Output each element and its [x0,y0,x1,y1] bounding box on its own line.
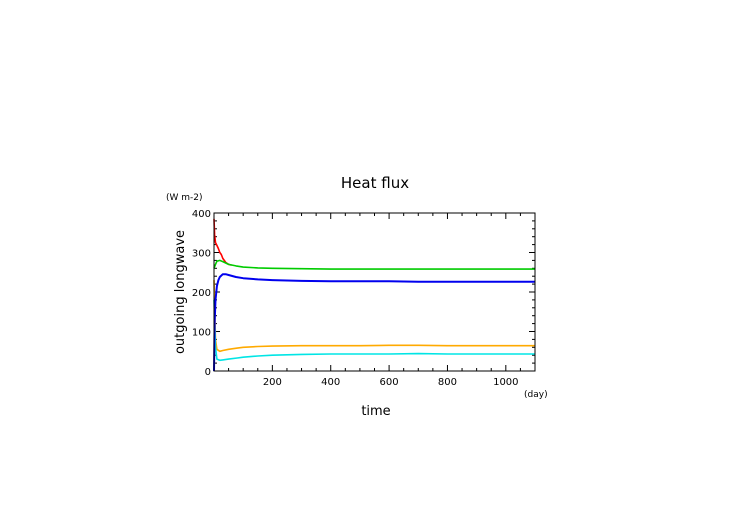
series-line-0 [213,218,232,266]
chart-title: Heat flux [341,174,409,192]
plot-frame [213,212,536,372]
y-tick-label: 400 [192,209,211,220]
y-tick-label: 0 [205,367,211,378]
x-unit-label: (day) [524,390,548,400]
x-tick-label: 200 [263,377,282,388]
y-unit-label: (W m-2) [166,193,203,203]
y-axis-label: outgoing longwave [173,230,188,354]
series-line-3 [213,299,535,362]
x-tick-label: 600 [380,377,399,388]
y-tick-label: 200 [192,288,211,299]
x-tick-label: 400 [321,377,340,388]
series-line-4 [213,273,535,372]
y-tick-label: 300 [192,249,211,260]
x-tick-label: 1000 [493,377,518,388]
series-line-1 [213,259,535,270]
y-tick-label: 100 [192,328,211,339]
x-axis-label: time [361,404,390,419]
x-tick-label: 800 [438,377,457,388]
series-line-2 [213,280,535,353]
